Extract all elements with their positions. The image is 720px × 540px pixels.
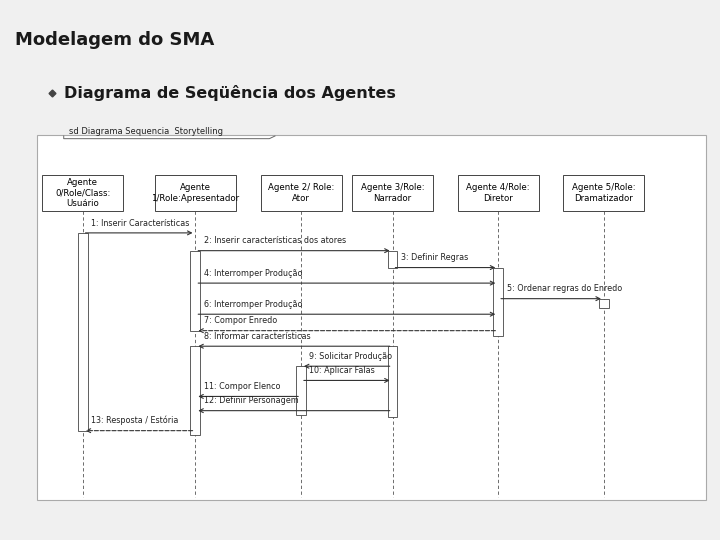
- Bar: [387, 346, 397, 417]
- Text: 6: Interromper Produção: 6: Interromper Produção: [204, 300, 302, 309]
- Text: sd Diagrama Sequencia  Storytelling: sd Diagrama Sequencia Storytelling: [68, 127, 222, 136]
- Bar: [78, 233, 88, 431]
- Bar: [599, 299, 608, 308]
- Text: 13: Resposta / Estória: 13: Resposta / Estória: [91, 416, 179, 426]
- Text: 5: Ordenar regras do Enredo: 5: Ordenar regras do Enredo: [507, 285, 622, 293]
- Bar: [191, 346, 200, 435]
- Bar: [387, 251, 397, 267]
- Bar: [352, 175, 433, 211]
- Bar: [493, 267, 503, 336]
- Text: 10: Aplicar Falas: 10: Aplicar Falas: [310, 366, 375, 375]
- Bar: [155, 175, 236, 211]
- Text: Diagrama de Seqüência dos Agentes: Diagrama de Seqüência dos Agentes: [64, 85, 395, 101]
- Text: 12: Definir Personagem: 12: Definir Personagem: [204, 396, 299, 406]
- Text: 1: Inserir Características: 1: Inserir Características: [91, 219, 189, 227]
- Text: Agente 4/Role:
Diretor: Agente 4/Role: Diretor: [467, 183, 530, 202]
- Bar: [458, 175, 539, 211]
- Bar: [37, 135, 706, 500]
- Bar: [42, 175, 123, 211]
- Bar: [563, 175, 644, 211]
- Text: 7: Compor Enredo: 7: Compor Enredo: [204, 316, 277, 325]
- Text: 8: Informar características: 8: Informar características: [204, 332, 310, 341]
- Text: 3: Definir Regras: 3: Definir Regras: [401, 253, 468, 262]
- Text: Agente 3/Role:
Narrador: Agente 3/Role: Narrador: [361, 183, 424, 202]
- Bar: [191, 251, 200, 330]
- Text: Agente
0/Role/Class:
Usuário: Agente 0/Role/Class: Usuário: [55, 178, 110, 208]
- Bar: [296, 366, 306, 415]
- Bar: [261, 175, 341, 211]
- Text: 11: Compor Elenco: 11: Compor Elenco: [204, 382, 280, 391]
- Text: 9: Solicitar Produção: 9: Solicitar Produção: [310, 352, 392, 361]
- Text: Modelagem do SMA: Modelagem do SMA: [14, 31, 214, 49]
- Text: 4: Interromper Produção: 4: Interromper Produção: [204, 269, 302, 278]
- Text: Agente
1/Role:Apresentador: Agente 1/Role:Apresentador: [151, 183, 240, 202]
- Text: Agente 5/Role:
Dramatizador: Agente 5/Role: Dramatizador: [572, 183, 636, 202]
- Text: 2: Inserir características dos atores: 2: Inserir características dos atores: [204, 237, 346, 245]
- Text: Agente 2/ Role:
Ator: Agente 2/ Role: Ator: [268, 183, 334, 202]
